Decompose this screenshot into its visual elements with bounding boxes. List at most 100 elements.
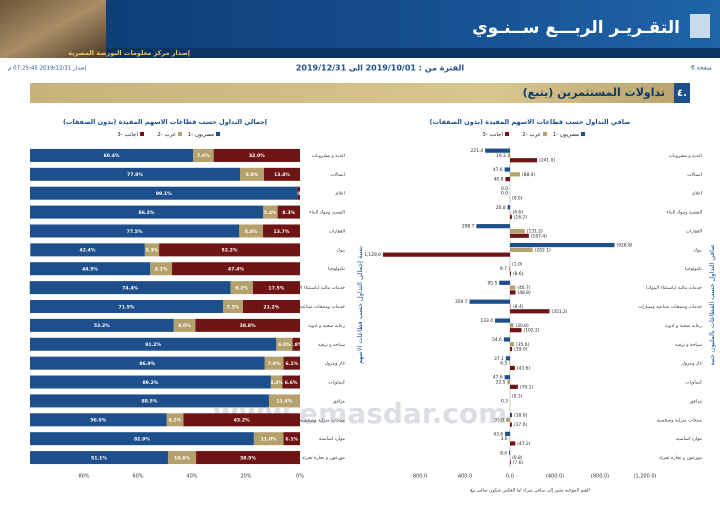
bar-segment [150,262,173,276]
bar-segment [172,262,300,276]
bar [510,346,513,352]
bar-segment [253,432,284,446]
bar [510,412,513,418]
bar-segment [239,224,264,238]
bar-label: (35.6) [516,342,529,348]
bar-label: 38.5% [240,455,256,461]
x-tick-label: 60% [132,474,143,480]
bar-label: 43.6 [493,431,503,437]
bar-segment [30,205,264,219]
bar-label: 53.2% [94,323,110,329]
x-tick-label: (1,200.0) [634,474,657,480]
category-label: غاز وبترول [682,362,703,367]
bar-label: 38.8% [240,323,256,329]
bar-segment [240,167,264,181]
bar-segment [292,337,300,351]
bar [510,285,516,290]
bar [510,384,518,389]
bar-label: 99.1% [156,191,172,197]
bar-segment [30,300,224,313]
bar [510,328,522,333]
bar-label: 0.3 [501,398,508,404]
bar-segment [30,375,271,389]
bar-label: (351.2) [552,309,568,315]
bar-segment [183,413,300,427]
bar-label: 8.8% [245,229,258,235]
bar-segment [283,432,300,446]
bar [510,247,533,252]
bar-label: 0.0 [501,191,508,197]
x-tick-label: 400.0 [458,474,472,480]
bar-label: 77.8% [127,172,143,178]
bar-segment [276,337,293,351]
bar-segment [263,205,278,219]
banner-photo [0,0,106,58]
bar-label: (47.2) [517,441,530,447]
bar-label: 6.5 [500,361,507,367]
bar-label: 8.0% [178,323,191,329]
legend-swatch [581,132,585,136]
bar [499,280,510,285]
bar-label: 6.1% [285,436,298,442]
bar-label: 3.6 [501,436,508,442]
bar-label: 2.8% [290,342,303,348]
bar-label: (48.8) [517,290,530,296]
bar [506,417,510,422]
category-label: بنوك [693,248,702,253]
bar [495,318,510,323]
bar-label: 13.7% [274,229,290,235]
category-label: العقارات [329,229,345,234]
category-label: بنوك [336,248,345,253]
bar [510,309,550,314]
bar-label: 7.0% [268,361,281,367]
footnote: القيم الموجبة تشير إلى صافي شراء اما الع… [470,488,590,494]
bar-segment [30,318,174,332]
report-subtitle: إصدار مركز معلومات البورصة المصرية [68,49,190,57]
bar-label: 17.5% [268,285,284,291]
bar-label: (4.6) [513,210,524,216]
bar-segment [283,356,300,370]
bar-label: 7.6% [197,153,210,159]
bar-label: (46.7) [517,285,530,291]
bar-label: 43.2% [234,418,250,424]
bar-label: (0.8) [512,455,523,461]
bar-label: 47.6 [493,167,503,173]
legend-label: 1- مصريون [553,132,579,138]
category-label: مرافق [333,399,346,404]
bar-label: 42.4% [80,248,96,254]
bar-label: 5.4% [264,210,277,216]
chart-title: إجمالي التداول حسب قطاعات الاسهم المقيدة… [63,118,267,126]
section-title: تداولات المستثمرين (يتبع) [523,86,665,99]
bar-segment [223,300,243,313]
x-tick-label: 80% [78,474,89,480]
category-label: اتصالات [687,173,702,178]
bar-label: 8.2% [235,285,248,291]
bar-label: (17.0) [514,422,527,428]
x-tick-label: (800.0) [591,474,609,480]
category-label: رعاية صحية و ادوية [665,324,702,329]
bar [510,304,511,309]
bar-label: 21.2% [263,304,279,310]
bar-label: (928.8) [616,243,632,249]
bar [510,271,511,276]
bar-label: 8.3% [282,210,295,216]
bar-label: 95.5 [487,280,497,286]
bar-label: (18.0) [514,412,527,418]
x-tick-label: (400.0) [546,474,564,480]
category-label: كيماويات [328,380,346,386]
bar-label: 40.8 [494,177,504,183]
bar-segment [242,300,300,313]
bar-label: (7.6) [513,460,524,466]
bar [510,158,538,163]
category-label: كيماويات [685,380,703,386]
category-label: التشييد ومواد البناء [666,211,702,216]
category-label: غاز وبترول [325,362,346,367]
bar-label: 91.2% [145,342,161,348]
logo [690,14,710,38]
bar-label: 5.3% [146,248,159,254]
bar-label: 8.1% [155,267,168,273]
bar [504,167,510,172]
banner-strip [106,48,720,58]
bar-label: 37.1 [494,356,504,362]
